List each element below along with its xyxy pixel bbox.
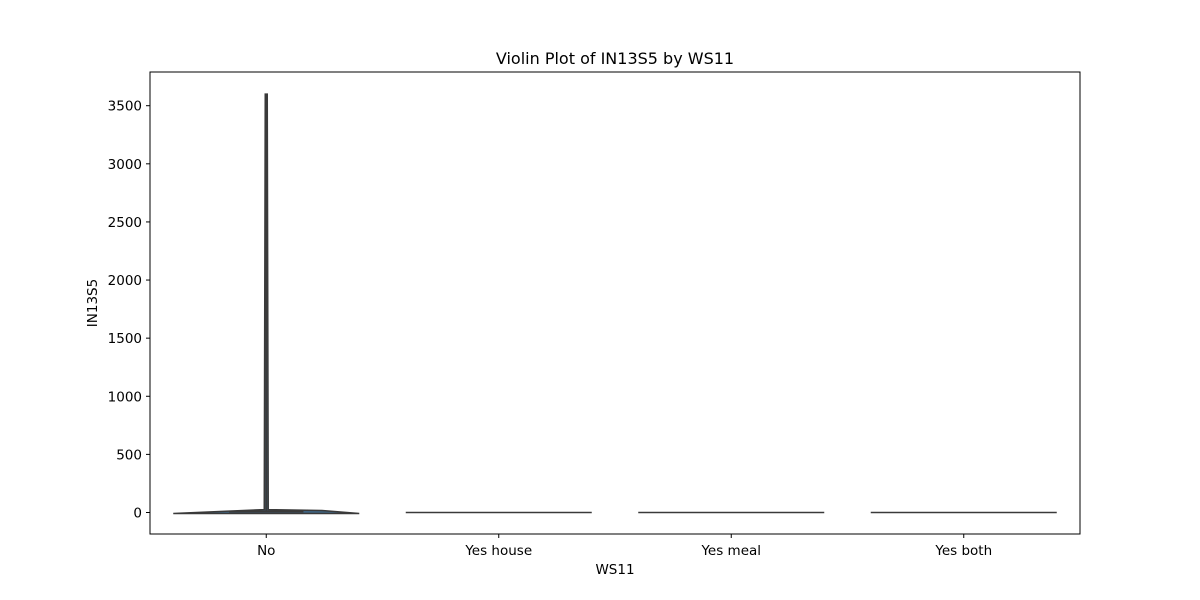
y-tick-label: 1000 [108,389,142,405]
y-tick-label: 0 [133,505,142,521]
x-tick-label: No [257,543,275,559]
plot-area [149,71,1081,535]
x-tick-label: Yes house [464,543,532,559]
violins [173,93,1057,515]
y-tick-label: 2000 [108,273,142,289]
y-tick-label: 3000 [108,157,142,173]
x-tick-label: Yes both [934,543,992,559]
x-tick-label: Yes meal [700,543,761,559]
y-axis-label: IN13S5 [85,279,101,327]
x-axis: No Yes house Yes meal Yes both [257,534,992,559]
x-axis-label: WS11 [595,562,634,578]
chart-title: Violin Plot of IN13S5 by WS11 [496,49,734,68]
y-axis: 0 500 1000 1500 2000 2500 3000 3500 [108,99,150,521]
y-tick-label: 500 [116,447,142,463]
y-tick-label: 1500 [108,331,142,347]
y-tick-label: 3500 [108,99,142,115]
y-tick-label: 2500 [108,215,142,231]
